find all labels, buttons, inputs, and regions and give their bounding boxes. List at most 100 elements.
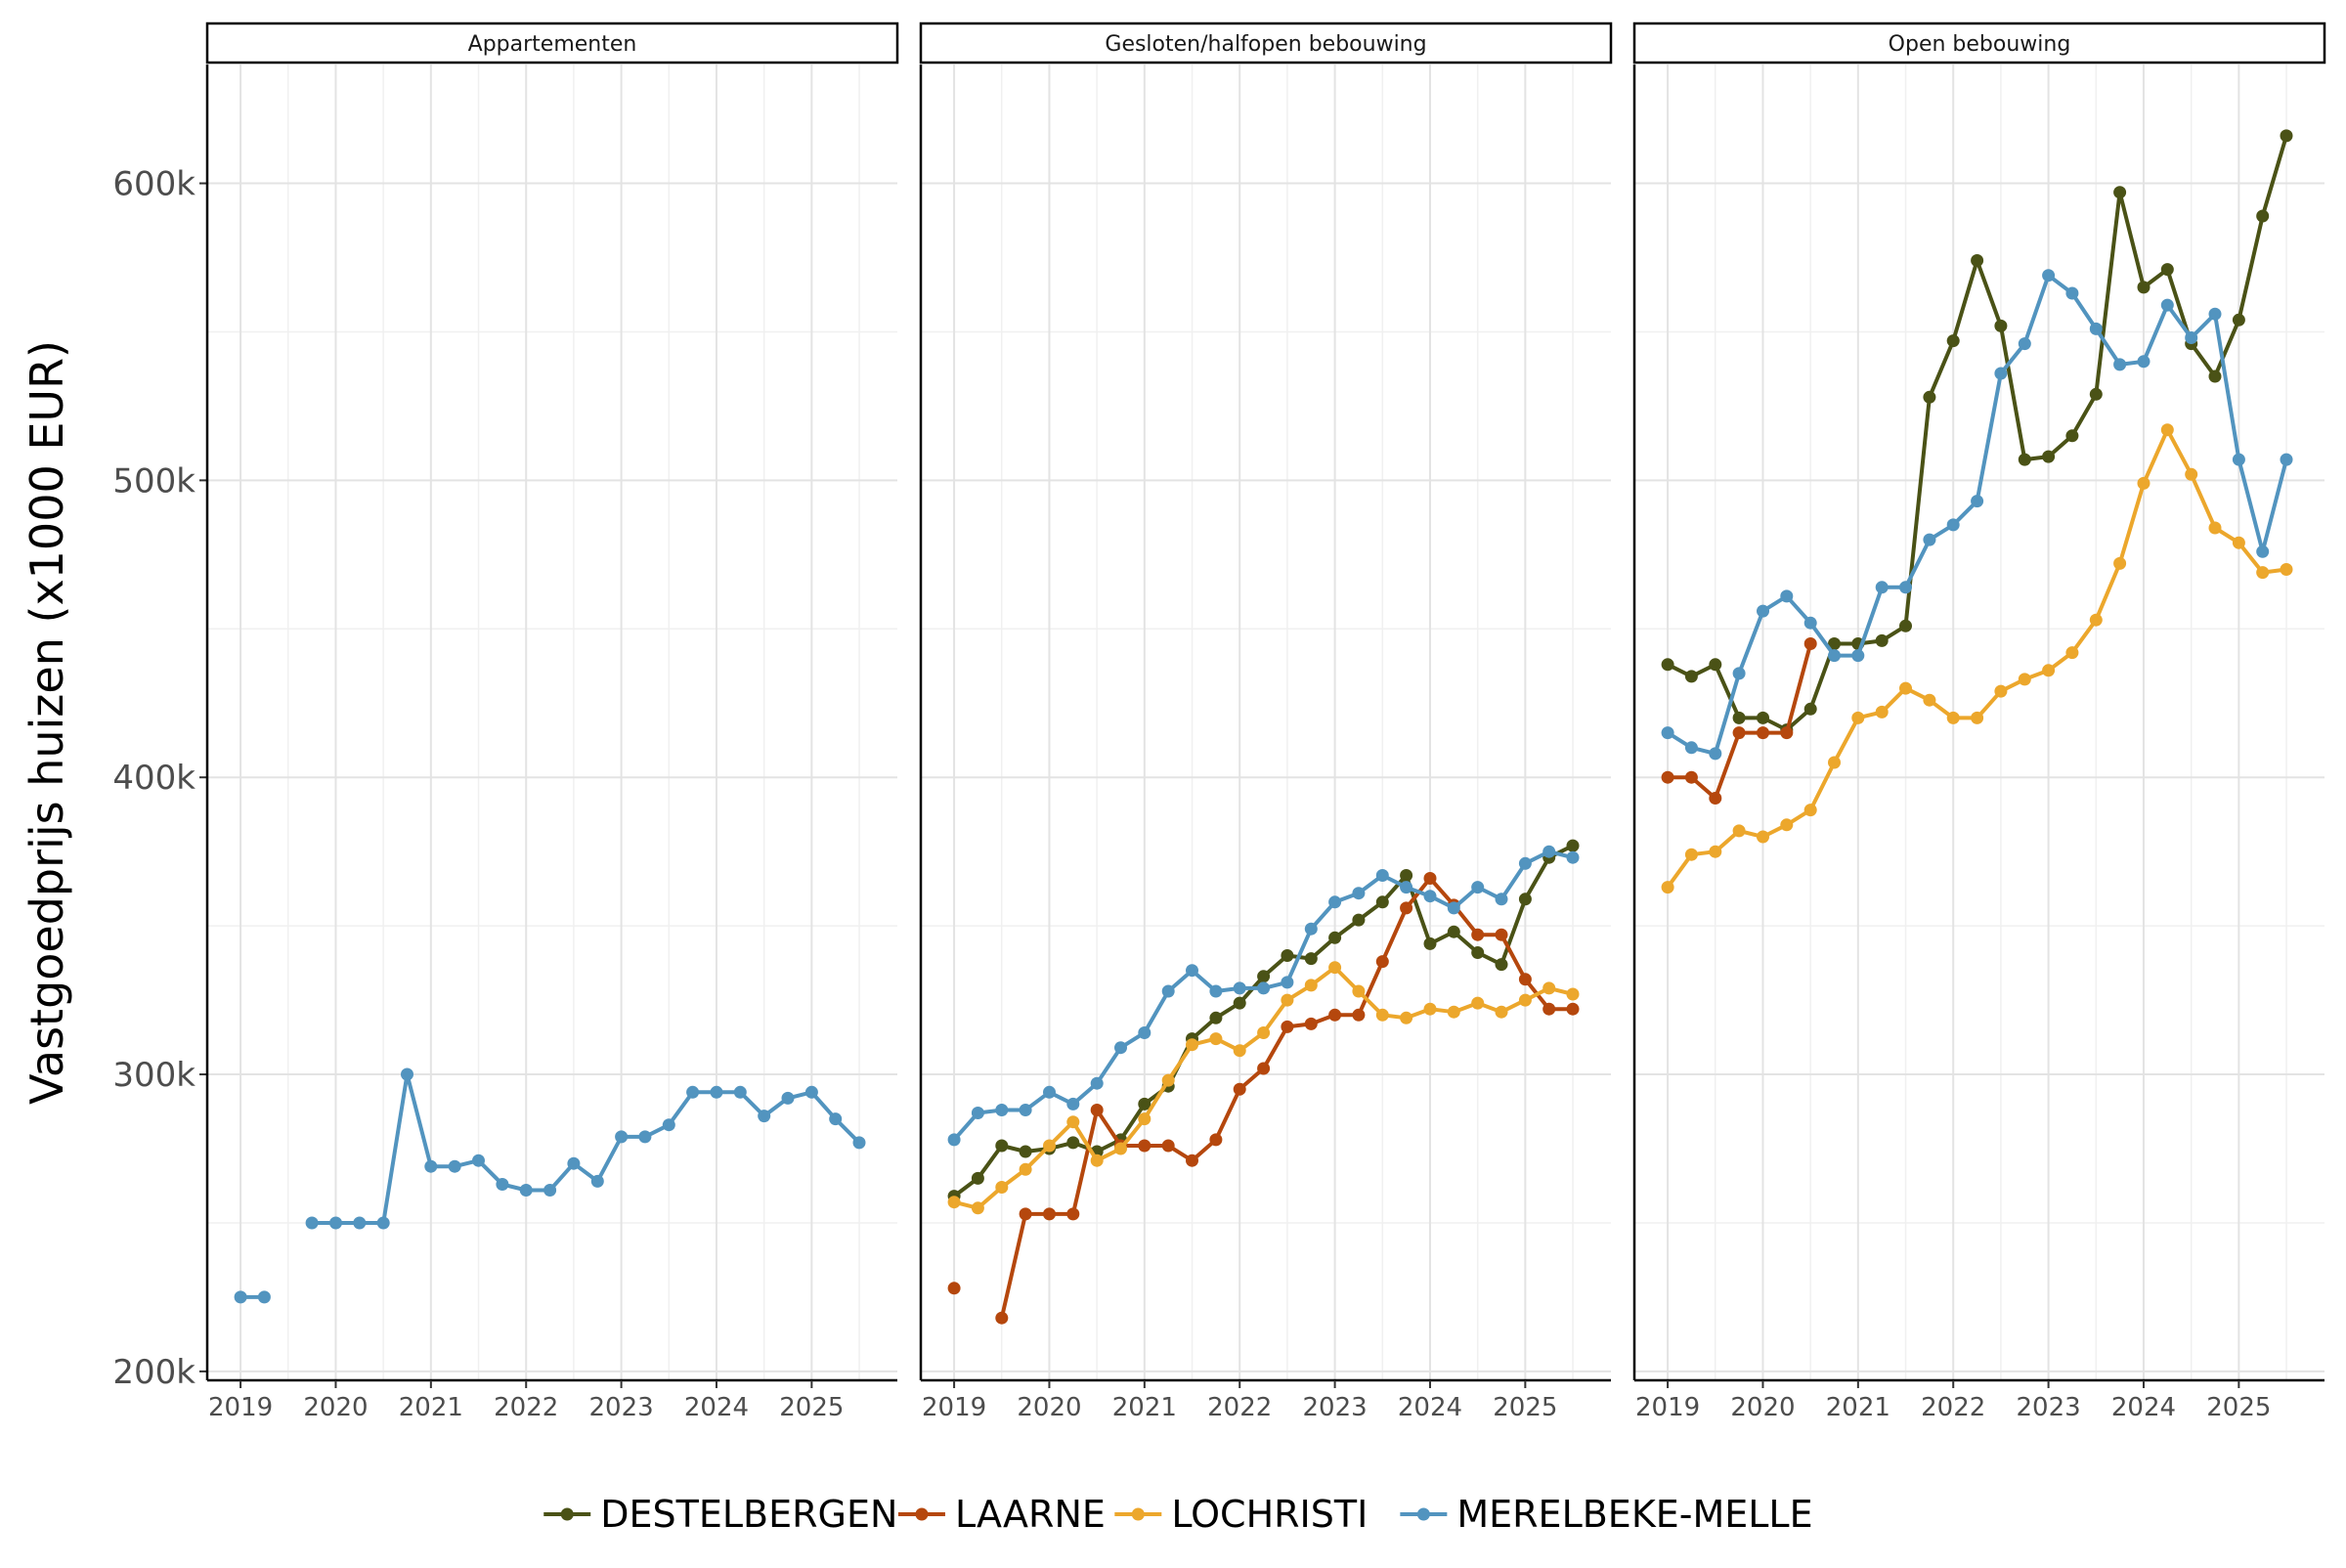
- data-point: [2042, 450, 2056, 463]
- data-point: [1233, 996, 1246, 1010]
- legend-label: LOCHRISTI: [1171, 1493, 1368, 1536]
- data-point: [2089, 613, 2103, 627]
- data-point: [1375, 869, 1389, 882]
- data-point: [852, 1136, 866, 1150]
- x-tick-label: 2025: [779, 1393, 844, 1422]
- data-point: [638, 1130, 652, 1144]
- data-point: [519, 1184, 533, 1197]
- data-point: [1828, 637, 1841, 650]
- data-point: [2280, 453, 2293, 466]
- panel-2: Gesloten/halfopen bebouwing 2019 2020 2021 2…: [919, 22, 1613, 1422]
- data-point: [567, 1156, 581, 1170]
- data-point: [1352, 913, 1366, 927]
- data-point: [1138, 1112, 1151, 1126]
- data-point: [1233, 1082, 1246, 1096]
- data-point: [1661, 881, 1674, 894]
- data-point: [1923, 693, 1936, 707]
- data-point: [2185, 331, 2198, 344]
- x-tick-label: 2022: [1207, 1393, 1272, 1422]
- data-point: [1946, 518, 1960, 532]
- data-point: [1281, 949, 1294, 962]
- data-point: [1161, 984, 1175, 998]
- data-point: [2089, 322, 2103, 335]
- data-point: [971, 1171, 984, 1185]
- data-point: [1209, 984, 1223, 998]
- x-tick-label: 2020: [303, 1393, 368, 1422]
- y-tick-label: 600k: [112, 165, 196, 204]
- data-point: [2185, 467, 2198, 481]
- x-tick-label: 2023: [1303, 1393, 1368, 1422]
- data-point: [1732, 667, 1746, 680]
- legend-item: MERELBEKE-MELLE: [1400, 1493, 1813, 1536]
- data-point: [1661, 726, 1674, 740]
- data-point: [1400, 869, 1413, 882]
- data-point: [1803, 804, 1817, 817]
- data-point: [1304, 922, 1318, 936]
- data-point: [615, 1130, 629, 1144]
- data-point: [1803, 702, 1817, 716]
- data-point: [971, 1107, 984, 1119]
- data-point: [1375, 955, 1389, 969]
- legend-label: DESTELBERGEN: [600, 1493, 897, 1536]
- data-point: [2256, 566, 2270, 580]
- data-point: [1495, 928, 1508, 941]
- data-point: [1875, 633, 1889, 647]
- data-point: [1066, 1115, 1080, 1129]
- data-point: [2232, 313, 2245, 327]
- series-destelbergen: [1661, 129, 2293, 737]
- data-point: [2256, 209, 2270, 223]
- data-point: [995, 1139, 1009, 1153]
- data-point: [1518, 856, 1532, 870]
- x-tick-label: 2025: [2206, 1393, 2271, 1422]
- data-point: [1019, 1104, 1032, 1116]
- data-point: [1138, 1097, 1151, 1111]
- data-point: [1923, 390, 1936, 404]
- data-point: [1757, 711, 1769, 724]
- series-merelbeke-melle: [947, 845, 1580, 1147]
- data-point: [2137, 281, 2150, 294]
- data-point: [1400, 1011, 1413, 1024]
- data-point: [1019, 1145, 1032, 1158]
- data-point: [1423, 872, 1437, 885]
- facet-strip: [205, 22, 899, 65]
- y-axis-title: Vastgoedprijs huizen (x1000 EUR): [21, 340, 73, 1105]
- data-point: [1400, 881, 1413, 894]
- data-point: [1328, 1008, 1342, 1022]
- data-point: [2065, 429, 2079, 443]
- data-point: [2018, 337, 2031, 351]
- data-point: [1684, 770, 1698, 784]
- data-point: [1875, 581, 1889, 594]
- data-point: [1161, 1139, 1175, 1153]
- y-tick-label: 500k: [112, 461, 196, 501]
- x-tick-label: 2021: [1826, 1393, 1890, 1422]
- data-point: [1471, 946, 1485, 959]
- data-point: [947, 1282, 961, 1295]
- data-point: [1899, 619, 1912, 632]
- data-point: [1304, 1017, 1318, 1030]
- series-merelbeke-melle: [234, 1067, 866, 1304]
- data-point: [2042, 269, 2056, 283]
- legend-label: LAARNE: [955, 1493, 1106, 1536]
- data-point: [995, 1104, 1009, 1116]
- data-point: [971, 1201, 984, 1215]
- data-point: [1471, 881, 1485, 894]
- data-point: [1684, 741, 1698, 755]
- data-point: [376, 1216, 390, 1230]
- legend-key-point: [1416, 1507, 1430, 1521]
- data-point: [1138, 1139, 1151, 1153]
- data-point: [2256, 544, 2270, 558]
- data-point: [1114, 1041, 1127, 1055]
- data-point: [1352, 1008, 1366, 1022]
- data-point: [1709, 792, 1722, 805]
- x-tick-label: 2022: [494, 1393, 558, 1422]
- y-tick-label: 300k: [112, 1056, 196, 1095]
- x-tick-label: 2022: [1921, 1393, 1985, 1422]
- data-point: [1423, 1002, 1437, 1016]
- data-point: [1281, 993, 1294, 1007]
- data-point: [1043, 1139, 1056, 1153]
- data-point: [1828, 649, 1841, 663]
- data-point: [1423, 890, 1437, 903]
- x-tick-label: 2024: [684, 1393, 749, 1422]
- data-point: [543, 1184, 557, 1197]
